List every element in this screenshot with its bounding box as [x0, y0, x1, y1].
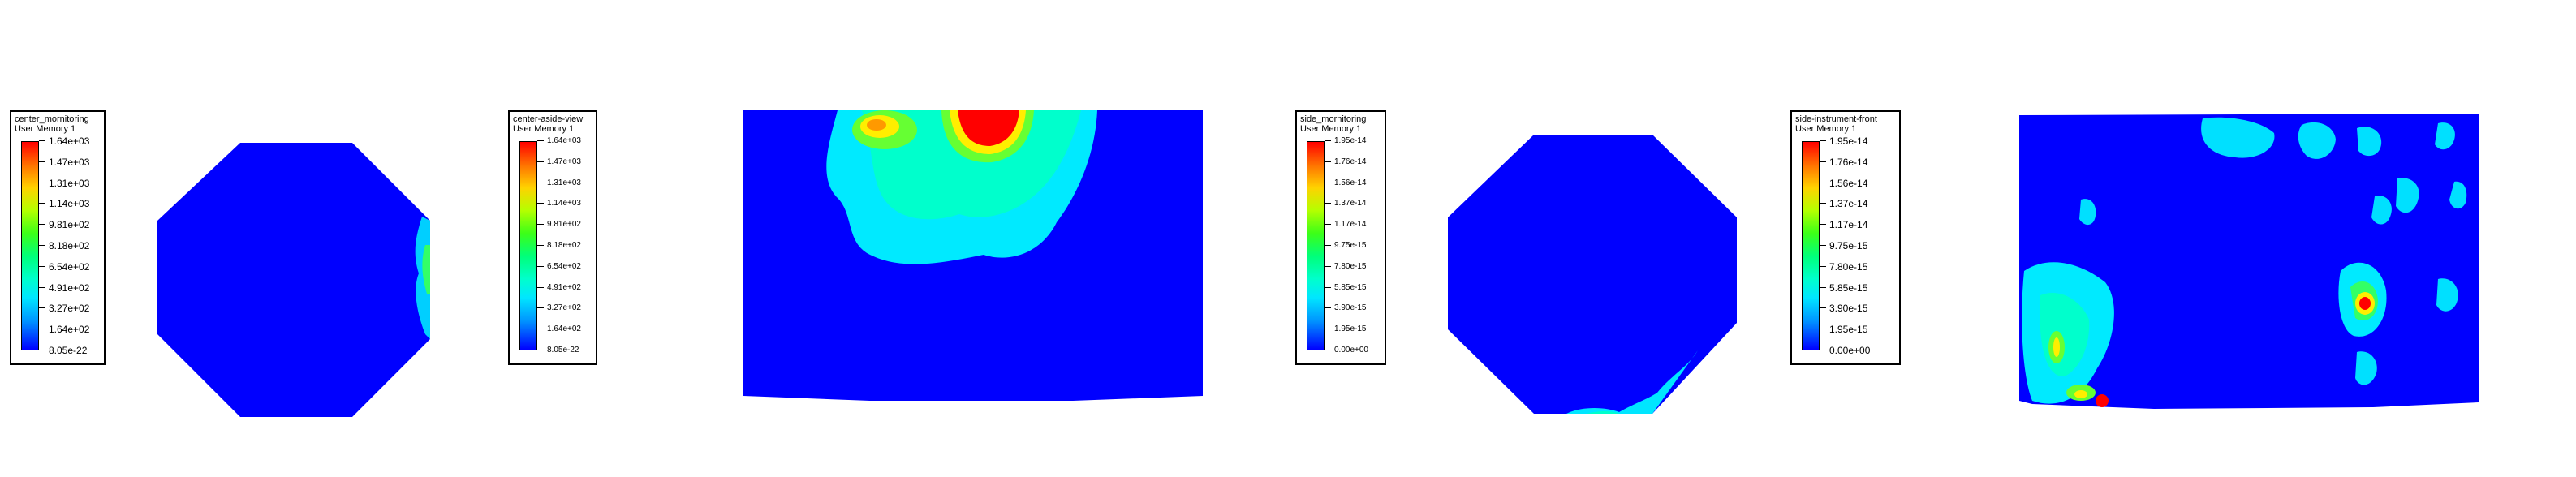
legend-title: center-aside-view: [513, 114, 584, 124]
legend-center-aside-view: center-aside-view User Memory 1 1.64e+03…: [508, 110, 597, 365]
tick-label: 3.90e-15: [1820, 302, 1867, 315]
tick-label: 8.05e-22: [39, 344, 87, 357]
tick-label: 9.75e-15: [1325, 239, 1366, 252]
tick-label: 1.95e-15: [1325, 323, 1366, 336]
legend-ticks: 1.95e-14 1.76e-14 1.56e-14 1.37e-14 1.17…: [1325, 136, 1391, 355]
tick-label: 6.54e+02: [537, 260, 581, 273]
tick-label: 9.75e-15: [1820, 239, 1867, 252]
contour-view-center-octagon: [154, 140, 446, 425]
tick-label: 5.85e-15: [1325, 281, 1366, 294]
tick-label: 1.14e+03: [537, 197, 581, 210]
tick-label: 8.18e+02: [39, 239, 89, 252]
contour-view-side-instrument-front: [2016, 109, 2482, 422]
legend-ticks: 1.64e+03 1.47e+03 1.31e+03 1.14e+03 9.81…: [537, 136, 604, 355]
tick-label: 1.31e+03: [537, 177, 581, 190]
tick-label: 9.81e+02: [39, 218, 89, 231]
legend-subtitle: User Memory 1: [513, 124, 575, 134]
tick-label: 6.54e+02: [39, 260, 89, 273]
legend-title: center_mornitoring: [15, 114, 89, 124]
tick-label: 1.37e-14: [1325, 197, 1366, 210]
contour-plot: [157, 143, 430, 417]
tick-label: 1.95e-14: [1325, 135, 1366, 148]
tick-label: 1.76e-14: [1820, 156, 1867, 169]
tick-label: 1.47e+03: [39, 156, 89, 169]
tick-label: 7.80e-15: [1325, 260, 1366, 273]
tick-label: 1.47e+03: [537, 156, 581, 169]
colorbar: [519, 141, 537, 350]
legend-side-instrument-front: side-instrument-front User Memory 1 1.95…: [1790, 110, 1901, 365]
contour-plot: [743, 110, 1203, 401]
tick-label: 3.90e-15: [1325, 302, 1366, 315]
legend-title: side_mornitoring: [1300, 114, 1367, 124]
colorbar: [21, 141, 39, 350]
tick-label: 1.64e+02: [537, 323, 581, 336]
legend-side-mornitoring: side_mornitoring User Memory 1 1.95e-14 …: [1295, 110, 1386, 365]
legend-title: side-instrument-front: [1795, 114, 1877, 124]
tick-label: 0.00e+00: [1325, 344, 1368, 357]
tick-label: 0.00e+00: [1820, 344, 1870, 357]
contour-plot: [1448, 135, 1737, 414]
legend-ticks: 1.95e-14 1.76e-14 1.56e-14 1.37e-14 1.17…: [1820, 135, 1886, 356]
contour-plot: [2019, 114, 2479, 409]
tick-label: 1.37e-14: [1820, 197, 1867, 210]
tick-label: 1.95e-15: [1820, 323, 1867, 336]
tick-label: 4.91e+02: [537, 281, 581, 294]
tick-label: 4.91e+02: [39, 281, 89, 294]
tick-label: 1.17e-14: [1820, 218, 1867, 231]
legend-subtitle: User Memory 1: [15, 124, 76, 134]
tick-label: 1.31e+03: [39, 177, 89, 190]
tick-label: 1.95e-14: [1820, 135, 1867, 148]
legend-center-mornitoring: center_mornitoring User Memory 1 1.64e+0…: [10, 110, 106, 365]
tick-label: 3.27e+02: [39, 302, 89, 315]
legend-subtitle: User Memory 1: [1795, 124, 1857, 134]
tick-label: 1.64e+02: [39, 323, 89, 336]
tick-label: 1.14e+03: [39, 197, 89, 210]
tick-label: 3.27e+02: [537, 302, 581, 315]
tick-label: 9.81e+02: [537, 218, 581, 231]
tick-label: 7.80e-15: [1820, 260, 1867, 273]
contour-view-center-aside: [740, 101, 1208, 409]
contour-view-side-octagon: [1445, 131, 1745, 422]
tick-label: 1.64e+03: [537, 135, 581, 148]
tick-label: 1.76e-14: [1325, 156, 1366, 169]
legend-subtitle: User Memory 1: [1300, 124, 1362, 134]
tick-label: 1.56e-14: [1325, 177, 1366, 190]
tick-label: 8.05e-22: [537, 344, 579, 357]
colorbar: [1802, 141, 1820, 350]
tick-label: 1.56e-14: [1820, 177, 1867, 190]
legend-ticks: 1.64e+03 1.47e+03 1.31e+03 1.14e+03 9.81…: [39, 135, 106, 356]
tick-label: 1.64e+03: [39, 135, 89, 148]
tick-label: 8.18e+02: [537, 239, 581, 252]
tick-label: 5.85e-15: [1820, 281, 1867, 294]
tick-label: 1.17e-14: [1325, 218, 1366, 231]
colorbar: [1307, 141, 1325, 350]
